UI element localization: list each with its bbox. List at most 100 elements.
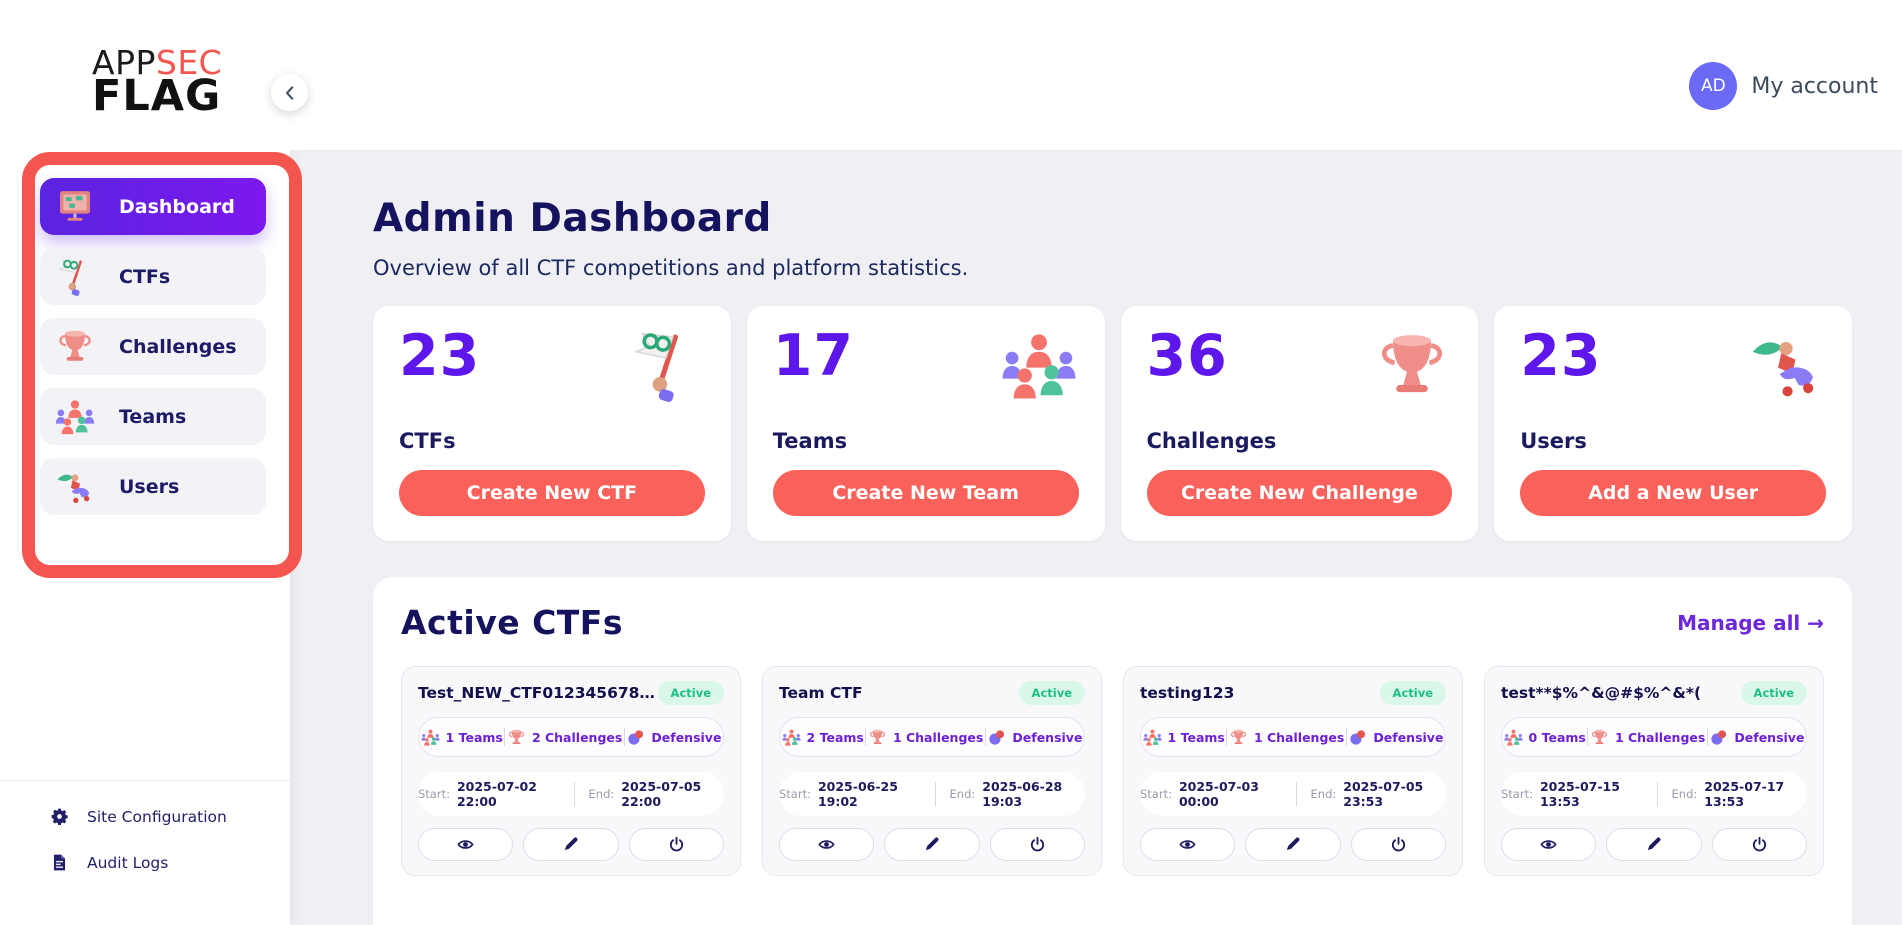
status-badge: Active bbox=[657, 681, 724, 705]
sidebar-item-label: Teams bbox=[119, 405, 187, 428]
start-label: Start: bbox=[1501, 787, 1533, 801]
sidebar-item-users[interactable]: Users bbox=[40, 458, 266, 515]
ctf-stats-bar: 0 Teams 1 Challenges Defensive bbox=[1501, 717, 1807, 757]
power-icon bbox=[668, 836, 685, 853]
logo-flag: FLAG bbox=[92, 71, 222, 121]
sidebar-footer-label: Audit Logs bbox=[87, 853, 169, 872]
ctf-name: Test_NEW_CTF0123456789!@#$%... bbox=[418, 684, 655, 702]
ctf-stats-bar: 1 Teams 2 Challenges Defensive bbox=[418, 717, 724, 757]
status-badge: Active bbox=[1018, 681, 1085, 705]
create-new-challenge-button[interactable]: Create New Challenge bbox=[1146, 470, 1453, 516]
ctf-dates-bar: Start: 2025-06-25 19:02 End: 2025-06-28 … bbox=[779, 772, 1085, 816]
ctf-dates-bar: Start: 2025-07-03 00:00 End: 2025-07-05 … bbox=[1140, 772, 1446, 816]
ctf-dates-bar: Start: 2025-07-15 13:53 End: 2025-07-17 … bbox=[1501, 772, 1807, 816]
divider bbox=[1706, 728, 1708, 746]
ctf-challenges-count: 1 Challenges bbox=[1614, 729, 1706, 745]
manage-all-link[interactable]: Manage all → bbox=[1677, 610, 1824, 635]
ctf-teams-count: 1 Teams bbox=[445, 729, 503, 745]
chevron-left-icon bbox=[281, 84, 299, 102]
view-ctf-button[interactable] bbox=[418, 828, 514, 861]
stat-label: Users bbox=[1520, 429, 1587, 453]
sidebar-item-audit-logs[interactable]: Audit Logs bbox=[50, 853, 290, 872]
ctf-mode: Defensive bbox=[1734, 729, 1805, 745]
toggle-ctf-button[interactable] bbox=[1711, 828, 1807, 861]
view-ctf-button[interactable] bbox=[1501, 828, 1597, 861]
pencil-icon bbox=[1284, 836, 1301, 853]
end-value: 2025-07-17 13:53 bbox=[1704, 779, 1785, 809]
my-account-button[interactable]: AD My account bbox=[1689, 62, 1878, 110]
top-header bbox=[290, 0, 1902, 151]
add-new-user-button[interactable]: Add a New User bbox=[1520, 470, 1826, 516]
start-value: 2025-06-25 19:02 bbox=[817, 779, 898, 809]
page-title: Admin Dashboard bbox=[373, 196, 772, 241]
sidebar-item-label: Users bbox=[119, 475, 180, 498]
stat-value: 17 bbox=[772, 323, 855, 389]
divider bbox=[865, 728, 867, 746]
eye-icon bbox=[1179, 836, 1196, 853]
ctf-challenges-count: 1 Challenges bbox=[1253, 729, 1345, 745]
sidebar-item-teams[interactable]: Teams bbox=[40, 388, 266, 445]
status-badge: Active bbox=[1379, 681, 1446, 705]
trophy-icon bbox=[1374, 328, 1450, 404]
trophy-icon bbox=[868, 728, 887, 747]
audit-logs-icon bbox=[50, 853, 69, 872]
avatar: AD bbox=[1689, 62, 1738, 110]
power-icon bbox=[1390, 836, 1407, 853]
sidebar-item-challenges[interactable]: Challenges bbox=[40, 318, 266, 375]
ctf-challenges-count: 2 Challenges bbox=[531, 729, 623, 745]
ctf-stats-bar: 1 Teams 1 Challenges Defensive bbox=[1140, 717, 1446, 757]
sidebar-item-dashboard[interactable]: Dashboard bbox=[40, 178, 266, 235]
stat-label: CTFs bbox=[399, 429, 456, 453]
eye-icon bbox=[818, 836, 835, 853]
stat-value: 23 bbox=[399, 323, 481, 389]
power-icon bbox=[1029, 836, 1046, 853]
divider bbox=[1345, 728, 1347, 746]
ctf-flag-icon bbox=[627, 328, 703, 404]
divider bbox=[623, 728, 625, 746]
create-new-ctf-button[interactable]: Create New CTF bbox=[399, 470, 705, 516]
create-new-team-button[interactable]: Create New Team bbox=[772, 470, 1079, 516]
ctf-mode: Defensive bbox=[1012, 729, 1083, 745]
stat-cards-row: 23 CTFs Create New CTF 17 Teams Create N… bbox=[373, 306, 1852, 541]
sidebar-footer-label: Site Configuration bbox=[87, 807, 227, 826]
divider bbox=[984, 728, 986, 746]
end-label: End: bbox=[949, 787, 976, 801]
dashboard-icon bbox=[55, 187, 95, 227]
pencil-icon bbox=[923, 836, 940, 853]
active-ctfs-title: Active CTFs bbox=[401, 603, 623, 642]
users-icon bbox=[55, 467, 95, 507]
trophy-icon bbox=[507, 728, 526, 747]
toggle-ctf-button[interactable] bbox=[989, 828, 1085, 861]
stat-value: 36 bbox=[1146, 323, 1228, 389]
logo-line1: APPSEC bbox=[92, 46, 222, 79]
start-label: Start: bbox=[779, 787, 811, 801]
edit-ctf-button[interactable] bbox=[523, 828, 619, 861]
toggle-ctf-button[interactable] bbox=[628, 828, 724, 861]
toggle-ctf-button[interactable] bbox=[1350, 828, 1446, 861]
ctf-mode: Defensive bbox=[651, 729, 722, 745]
divider bbox=[1587, 728, 1589, 746]
edit-ctf-button[interactable] bbox=[1606, 828, 1702, 861]
teams-icon bbox=[1143, 728, 1162, 747]
edit-ctf-button[interactable] bbox=[884, 828, 980, 861]
ctf-teams-count: 2 Teams bbox=[806, 729, 864, 745]
sidebar-item-ctfs[interactable]: CTFs bbox=[40, 248, 266, 305]
sidebar-collapse-button[interactable] bbox=[271, 74, 308, 111]
view-ctf-button[interactable] bbox=[779, 828, 875, 861]
stat-card-teams: 17 Teams Create New Team bbox=[746, 306, 1105, 541]
edit-ctf-button[interactable] bbox=[1245, 828, 1341, 861]
appsec-flag-logo: APPSEC FLAG bbox=[92, 46, 222, 118]
end-value: 2025-07-05 22:00 bbox=[621, 779, 702, 809]
teams-icon bbox=[1504, 728, 1523, 747]
view-ctf-button[interactable] bbox=[1140, 828, 1236, 861]
ctf-flag-icon bbox=[55, 257, 95, 297]
users-icon bbox=[1748, 328, 1824, 404]
ctf-card: Team CTF Active 2 Teams 1 Challenges Def… bbox=[762, 666, 1102, 876]
ctf-card: Test_NEW_CTF0123456789!@#$%... Active 1 … bbox=[401, 666, 741, 876]
sidebar-item-site-configuration[interactable]: Site Configuration bbox=[50, 807, 290, 826]
divider bbox=[934, 782, 936, 806]
logo-app: APP bbox=[92, 43, 156, 82]
end-value: 2025-06-28 19:03 bbox=[982, 779, 1063, 809]
ctf-name: testing123 bbox=[1140, 684, 1235, 702]
ctf-stats-bar: 2 Teams 1 Challenges Defensive bbox=[779, 717, 1085, 757]
